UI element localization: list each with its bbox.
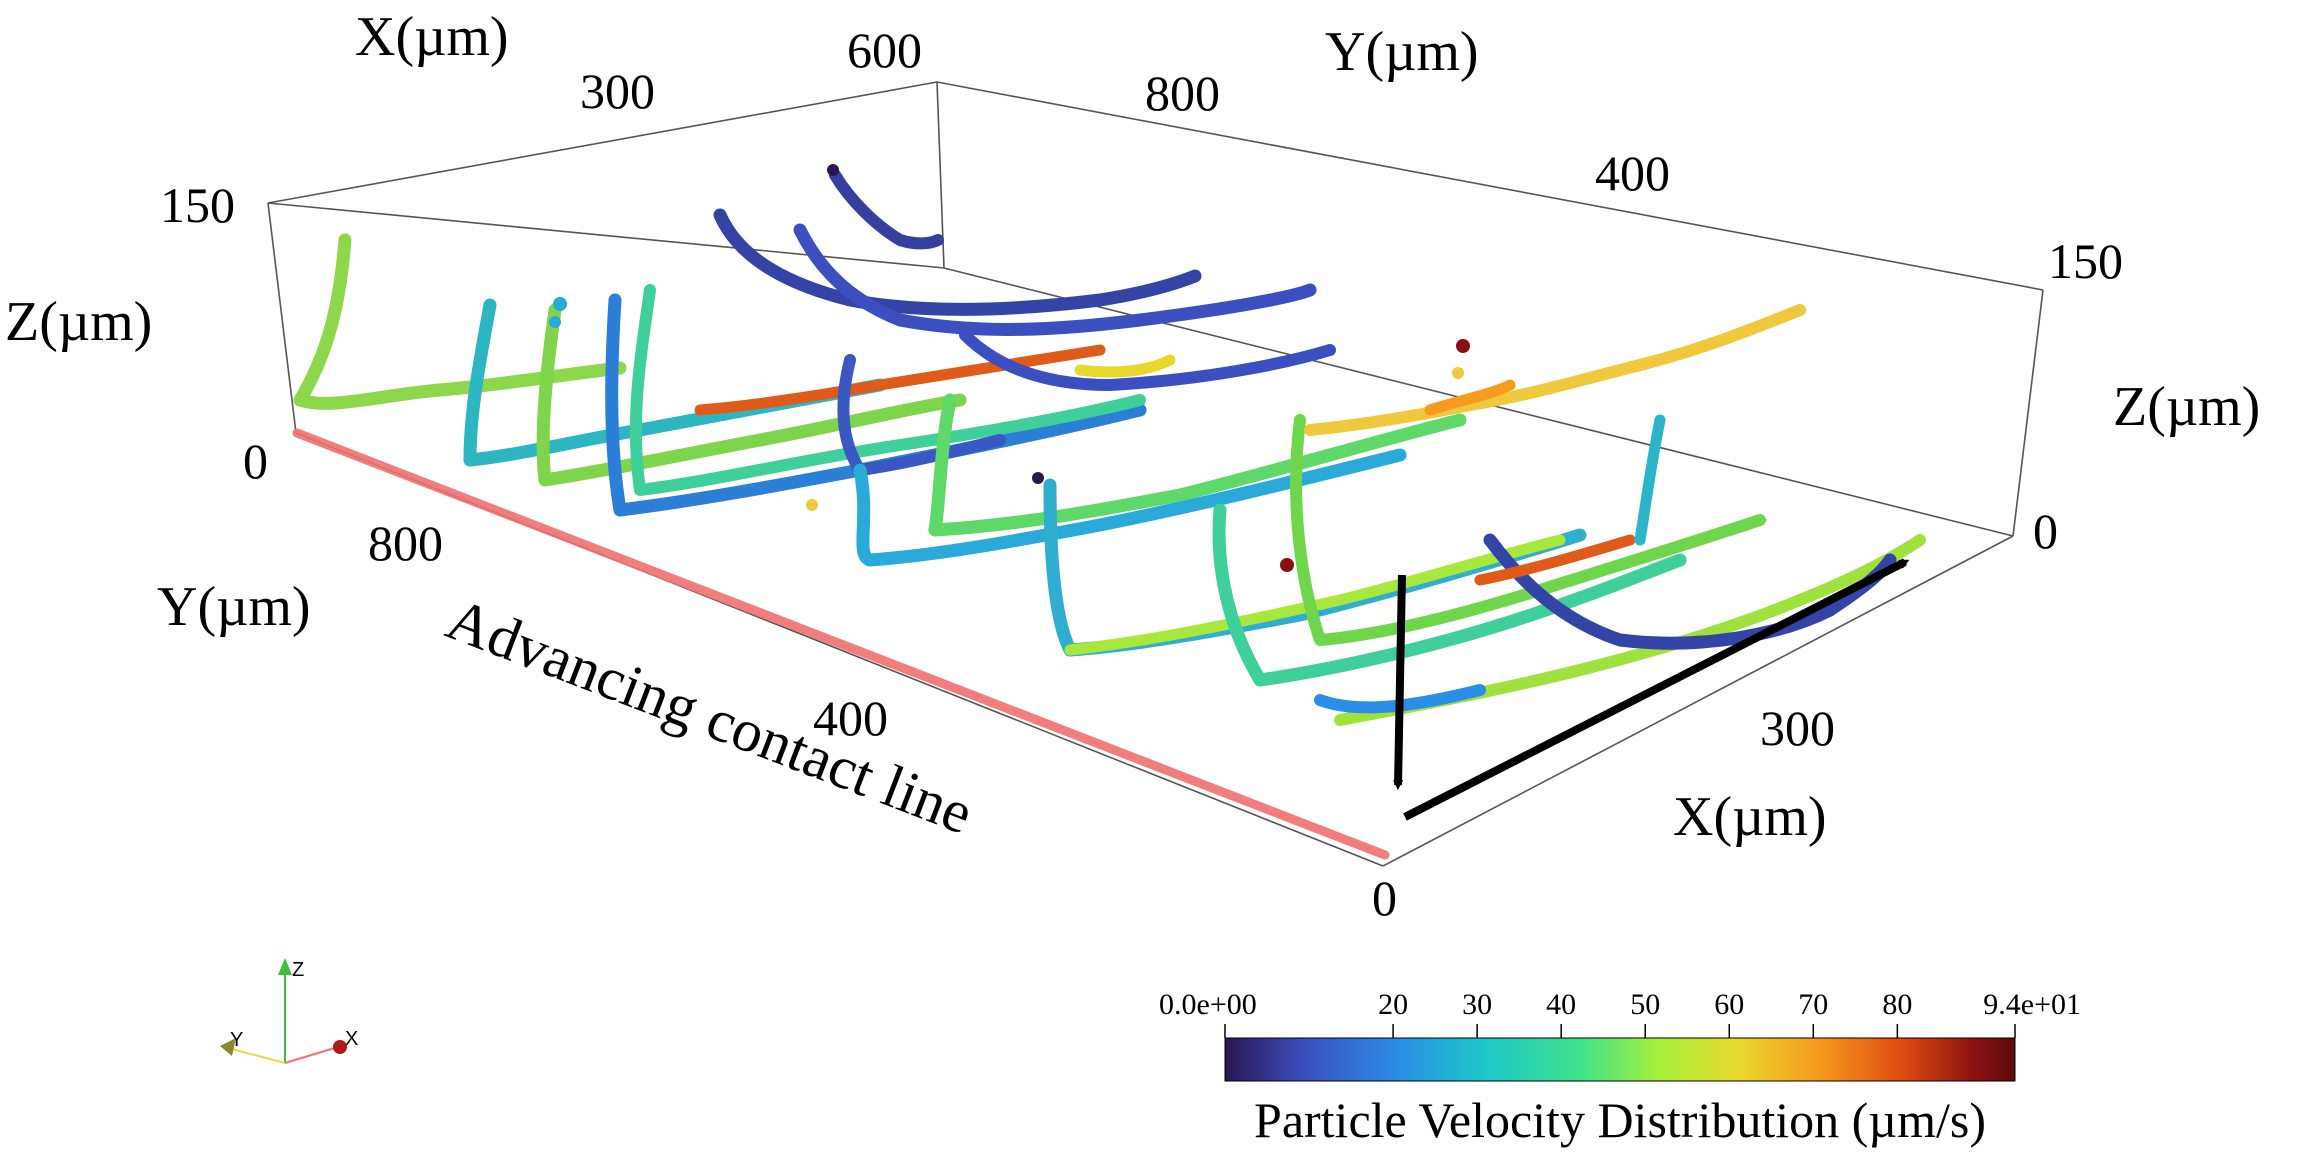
tick-label: 300 xyxy=(1760,700,1835,756)
trajectory xyxy=(536,303,967,487)
x-axis-title-top: X(µm) xyxy=(355,6,509,68)
box-edge xyxy=(267,202,297,434)
y-axis-line xyxy=(227,1047,286,1064)
particle xyxy=(827,164,839,176)
tick-label: 0 xyxy=(243,433,268,489)
z-axis-title-left: Z(µm) xyxy=(5,291,152,353)
particle xyxy=(1456,339,1470,353)
colorbar-tick-label: 70 xyxy=(1798,988,1828,1021)
particle xyxy=(1280,558,1294,572)
particle xyxy=(1032,472,1044,484)
colorbar-ticks: 0.0e+00 20 30 40 50 60 70 80 9.4e+01 xyxy=(1159,988,2081,1038)
widget-y-label: Y xyxy=(230,1029,243,1051)
box-edge xyxy=(2012,289,2044,537)
colorbar-tick-label: 80 xyxy=(1882,988,1912,1021)
contact-line xyxy=(292,428,1390,860)
particles xyxy=(549,164,1470,572)
colorbar-ramp xyxy=(1224,1037,2016,1082)
tick-label: 800 xyxy=(1145,65,1220,121)
tick-label: 300 xyxy=(580,63,655,119)
direction-arrows xyxy=(1393,558,1910,821)
tick-label: 150 xyxy=(2048,233,2123,289)
orientation-widget: Z Y X xyxy=(220,958,358,1064)
arrow-down xyxy=(1393,574,1406,790)
x-axis-arrow-icon xyxy=(333,1040,347,1054)
box-edge xyxy=(1382,535,2014,867)
colorbar-tick-label: 9.4e+01 xyxy=(1983,988,2081,1021)
particle xyxy=(553,297,567,311)
trajectory xyxy=(1212,503,1687,687)
box-edge xyxy=(267,81,938,204)
colorbar-tick-label: 40 xyxy=(1546,988,1576,1021)
colorbar-tick-label: 30 xyxy=(1462,988,1492,1021)
trajectory xyxy=(605,293,1147,517)
trajectory xyxy=(713,208,1202,316)
y-axis-arrow-icon xyxy=(220,1038,236,1056)
contact-line-label: Advancing contact line xyxy=(438,586,981,847)
tick-label: 0 xyxy=(1372,870,1397,926)
z-axis-arrow-icon xyxy=(278,958,292,975)
colorbar-tick-label: 0.0e+00 xyxy=(1159,988,1257,1021)
colorbar-tick-label: 20 xyxy=(1378,988,1408,1021)
particle xyxy=(806,499,818,511)
tick-label: 150 xyxy=(160,177,235,233)
colorbar-title: Particle Velocity Distribution (µm/s) xyxy=(1254,1092,1986,1148)
colorbar-tick-label: 50 xyxy=(1630,988,1660,1021)
trajectory xyxy=(1074,354,1176,378)
trajectory xyxy=(1474,534,1636,586)
trajectory xyxy=(1314,684,1486,714)
box-edge xyxy=(267,202,945,269)
trajectory xyxy=(1634,414,1666,546)
widget-x-label: X xyxy=(345,1028,358,1050)
trajectory xyxy=(959,329,1336,391)
trajectory xyxy=(853,448,1407,567)
trajectory xyxy=(1483,533,1897,650)
x-axis-title-bottom: X(µm) xyxy=(1673,786,1827,848)
trajectory xyxy=(629,284,1146,496)
tick-label: 400 xyxy=(1595,145,1670,201)
particle xyxy=(1452,367,1464,379)
trajectory xyxy=(928,393,1467,537)
x-axis-line xyxy=(284,1046,339,1064)
trajectory xyxy=(694,344,1106,416)
y-axis-title-top: Y(µm) xyxy=(1325,21,1479,83)
trajectory xyxy=(1304,304,1806,436)
tick-label: 600 xyxy=(847,22,922,78)
colorbar: 0.0e+00 20 30 40 50 60 70 80 9.4e+01 Particle Ve… xyxy=(1159,988,2081,1148)
arrow-diagonal xyxy=(1403,558,1910,821)
colorbar-tick-label: 60 xyxy=(1714,988,1744,1021)
trajectory xyxy=(1290,414,1766,646)
y-axis-title-bottom: Y(µm) xyxy=(157,576,311,638)
tick-label: 800 xyxy=(368,515,443,571)
trajectory xyxy=(829,169,944,250)
z-axis-title-right: Z(µm) xyxy=(2113,376,2260,438)
tick-label: 0 xyxy=(2033,503,2058,559)
trajectory xyxy=(793,223,1317,336)
trajectory xyxy=(1424,379,1516,416)
box-edge xyxy=(936,81,2044,291)
tick-label: 400 xyxy=(813,690,888,746)
trajectory xyxy=(293,233,627,410)
trajectories xyxy=(293,169,1926,726)
particle xyxy=(549,316,561,328)
widget-z-label: Z xyxy=(292,959,304,981)
